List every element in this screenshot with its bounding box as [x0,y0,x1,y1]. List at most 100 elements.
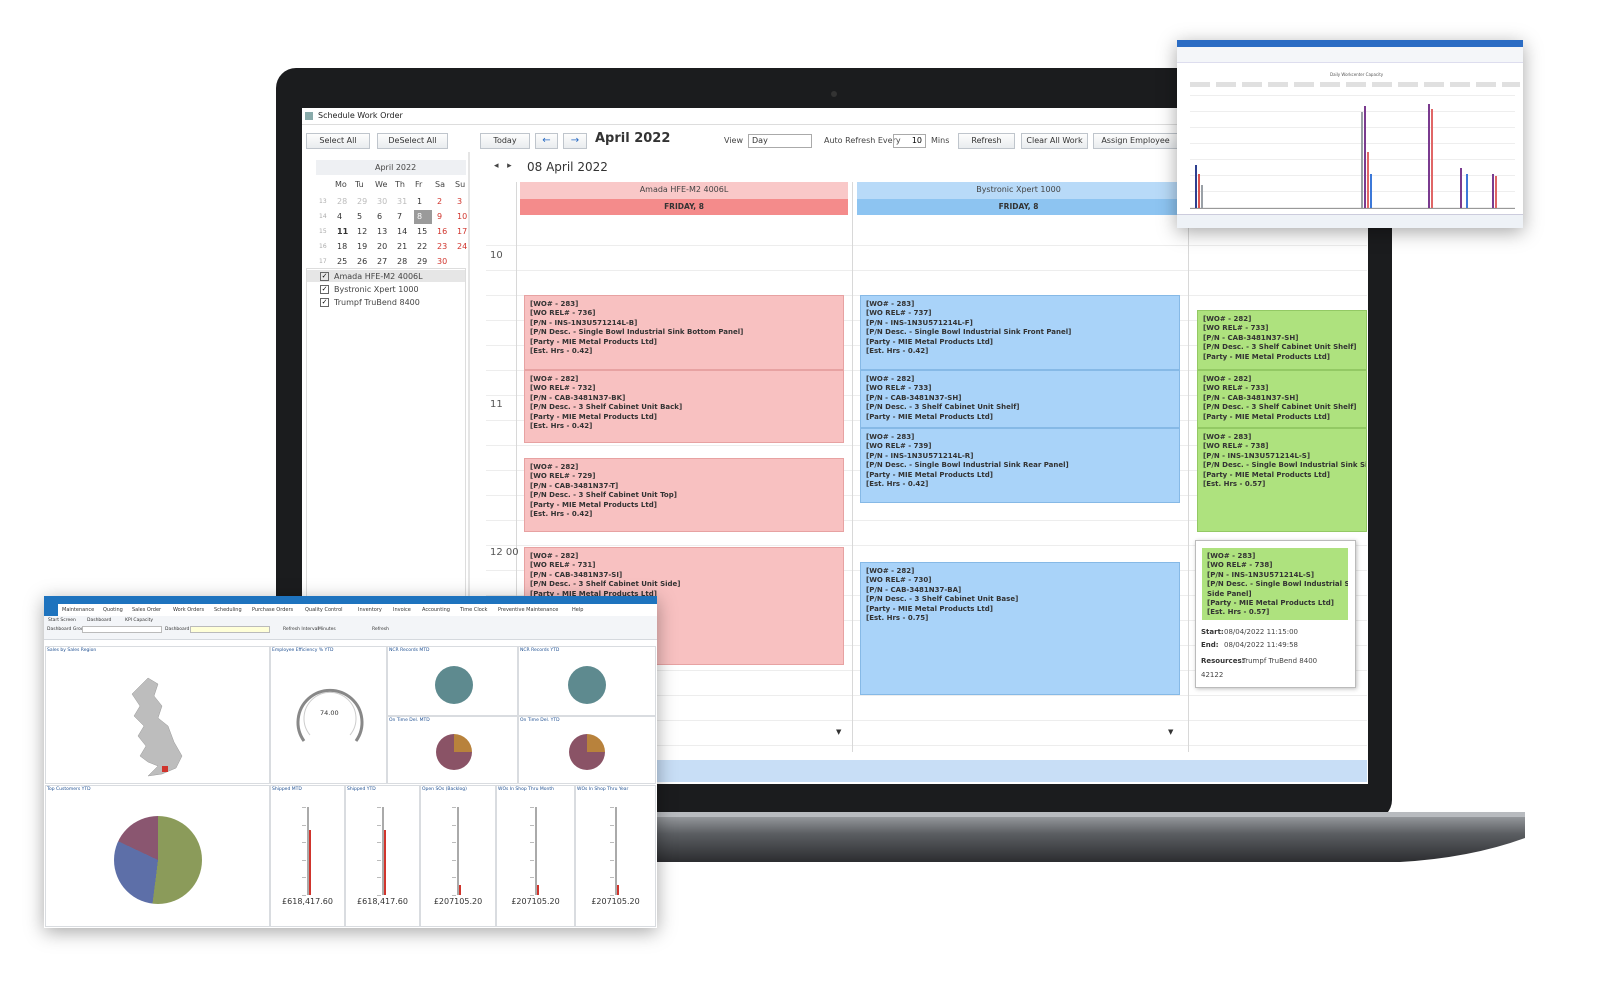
appointment-line: [Party - MIE Metal Products Ltd] [530,500,657,509]
calendar-day: 11 [337,227,349,236]
menu-item[interactable]: Preventive Maintenance [498,607,559,613]
menu-item[interactable]: Time Clock [460,607,488,613]
calendar-day: 14 [397,227,408,236]
appointment[interactable]: [WO# - 283] [WO REL# - 736] [P/N - INS-1N3… [524,295,844,370]
menu-item[interactable]: Scheduling [214,607,242,613]
mini-bar [1201,185,1203,208]
menu-item[interactable]: Purchase Orders [252,607,294,613]
tooltip-line: [WO REL# - 738] [1207,561,1273,570]
menu-item[interactable]: Help [572,607,584,613]
calendar-day: 2 [437,197,443,206]
grid-line [486,545,1367,546]
appointment[interactable]: [WO# - 282] [WO REL# - 730] [P/N - CAB-348… [860,562,1180,695]
column-separator [1188,182,1189,752]
menu-item[interactable]: Accounting [422,607,450,613]
menu-item[interactable]: Quality Control [305,607,343,613]
resource-checkbox[interactable]: ✓ [320,285,329,294]
bar-gauge-tick [376,807,381,808]
tooltip-label: End: [1201,641,1219,649]
bar-gauge-track [534,807,537,895]
menu-item[interactable]: Inventory [358,607,382,613]
mins-label: Mins [931,136,950,145]
window-icon [305,112,313,120]
appointment-line: [P/N - CAB-3481N37-T] [530,481,619,490]
appointment[interactable]: [WO# - 283] [WO REL# - 739] [P/N - INS-1N3… [860,428,1180,503]
calendar-day: 15 [417,227,428,236]
filter-input [190,626,270,633]
bar-gauge-tick [376,824,381,826]
appointment-line: [P/N Desc. - Single Bowl Industrial Sink… [1203,461,1367,470]
view-select[interactable]: Day [748,134,812,148]
mini-bar [1361,111,1363,208]
appointment-line: [WO REL# - 739] [866,442,932,451]
calendar-day: 24 [457,242,468,251]
time-label: 12 00 [490,547,519,558]
assign-employee-button[interactable]: Assign Employee [1093,133,1178,149]
today-button[interactable]: Today [480,133,530,149]
appointment-line: [P/N - INS-1N3U571214L-B] [530,318,638,327]
deselect-all-button[interactable]: DeSelect All [377,133,448,149]
appointment[interactable]: [WO# - 283] [WO REL# - 738] [P/N - INS-1N3… [1197,428,1367,532]
appointment-line: [P/N Desc. - 3 Shelf Cabinet Unit Shelf] [866,403,1020,412]
panel-title: Open SOs (Backlog) [422,787,467,792]
menu-item[interactable]: Work Orders [173,607,205,613]
panel-title: On Time Del. MTD [389,718,430,723]
resource-header: Amada HFE-M2 4006L [520,182,848,199]
prev-button[interactable]: ← [535,133,558,149]
appointment[interactable]: [WO# - 282] [WO REL# - 733] [P/N - CAB-348… [1197,370,1367,428]
refresh-input[interactable]: 10 [893,134,926,148]
appointment[interactable]: [WO# - 282] [WO REL# - 733] [P/N - CAB-348… [860,370,1180,428]
appointment-line: [Est. Hrs - 0.42] [866,480,929,489]
appointment[interactable]: [WO# - 282] [WO REL# - 729] [P/N - CAB-348… [524,458,844,532]
calendar-day: 4 [337,212,343,221]
appointment-line: [Party - MIE Metal Products Ltd] [530,589,657,598]
refresh-button[interactable]: Refresh [958,133,1015,149]
bar-gauge-fill [383,830,386,895]
window-title: Schedule Work Order [318,111,403,120]
menu-item[interactable]: Quoting [103,607,123,613]
resource-checkbox[interactable]: ✓ [320,272,329,281]
appointment-line: [P/N - CAB-3481N37-SI] [530,570,623,579]
appointment-line: [WO# - 282] [866,567,915,575]
day-header: FRIDAY, 8 [520,199,848,215]
menu-item[interactable]: Invoice [393,607,411,613]
select-all-button[interactable]: Select All [306,133,370,149]
bar-gauge-tick [609,807,614,808]
calendar-day: 27 [377,257,388,266]
panel-value: £207105.20 [433,897,483,906]
mini-grid-line [1190,207,1515,208]
bar-gauge-tick [529,842,534,844]
menu-item[interactable]: Sales Order [132,607,162,613]
menu-item[interactable]: Maintenance [62,607,95,613]
resource-checkbox[interactable]: ✓ [320,298,329,307]
pie [568,666,606,704]
panel-value: £207105.20 [591,897,640,906]
calendar-day: 26 [357,257,368,266]
bar-gauge-tick [452,807,456,808]
appointment-line: [P/N Desc. - 3 Shelf Cabinet Unit Shelf] [1203,343,1357,352]
bar-gauge-tick [609,859,614,861]
appointment[interactable]: [WO# - 282] [WO REL# - 732] [P/N - CAB-348… [524,370,844,443]
date-title: 08 April 2022 [527,160,608,174]
appointment[interactable]: [WO# - 283] [WO REL# - 737] [P/N - INS-1N3… [860,295,1180,370]
appointment-line: [WO# - 282] [530,463,579,471]
panel-title: Shipped MTD [272,787,302,792]
weekday-label: Mo [335,180,347,189]
calendar-day: 19 [357,242,368,251]
bar-gauge-tick [452,895,456,896]
appointment-line: [P/N - INS-1N3U571214L-R] [866,451,974,460]
next-button[interactable]: → [563,133,587,149]
clear-button[interactable]: Clear All Work [1021,133,1088,149]
appointment[interactable]: [WO# - 282] [WO REL# - 733] [P/N - CAB-348… [1197,310,1367,370]
tooltip-value: 08/04/2022 11:49:58 [1224,641,1299,649]
mini-legend [1190,82,1520,87]
pie [436,734,472,770]
laptop-base [372,815,1525,862]
panel-divider [468,152,470,752]
filter-label: Dashboard Group [47,627,87,632]
appointment-line: [P/N - INS-1N3U571214L-S] [1203,451,1311,460]
month-label: April 2022 [595,131,671,146]
grid-line [486,270,1367,271]
column-separator [516,182,517,752]
